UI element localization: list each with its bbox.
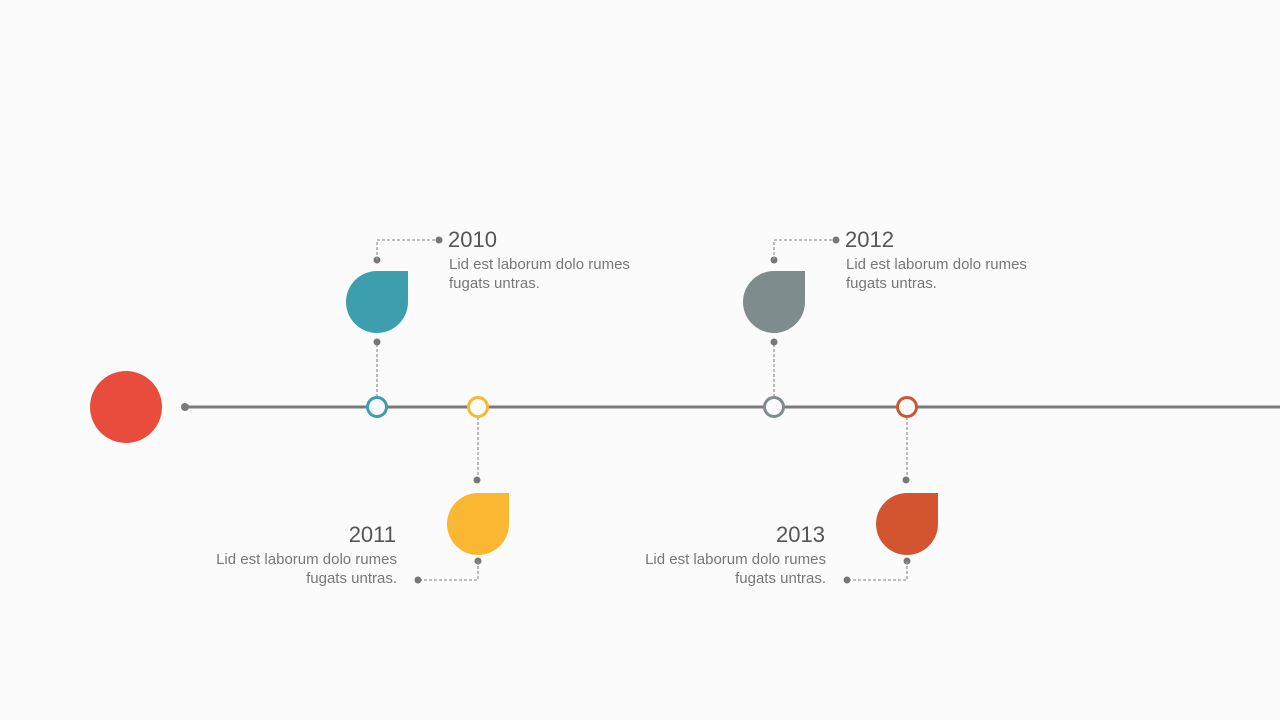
drop-marker bbox=[876, 493, 938, 555]
connector bbox=[847, 561, 908, 581]
connector bbox=[773, 239, 836, 260]
event-description: fugats untras. bbox=[846, 275, 937, 292]
event-description: fugats untras. bbox=[735, 570, 826, 587]
event-year: 2011 bbox=[349, 522, 396, 547]
connector-dot bbox=[373, 338, 381, 346]
timeline-ring bbox=[896, 396, 918, 418]
connector bbox=[376, 239, 439, 260]
event-description: fugats untras. bbox=[306, 570, 397, 587]
connector-dot bbox=[473, 476, 481, 484]
drop-marker bbox=[743, 271, 805, 333]
connector-dot bbox=[414, 576, 422, 584]
drop-marker bbox=[447, 493, 509, 555]
connector-dot bbox=[902, 476, 910, 484]
event-year: 2010 bbox=[448, 227, 497, 252]
event-description: Lid est laborum dolo rumes bbox=[846, 256, 1027, 273]
connector-dot bbox=[770, 338, 778, 346]
axis-start-dot bbox=[181, 403, 189, 411]
connector bbox=[418, 561, 479, 581]
timeline-ring bbox=[467, 396, 489, 418]
start-circle bbox=[90, 371, 162, 443]
timeline-ring bbox=[763, 396, 785, 418]
event-description: fugats untras. bbox=[449, 275, 540, 292]
connector-dot bbox=[832, 236, 840, 244]
event-description: Lid est laborum dolo rumes bbox=[645, 551, 826, 568]
connector-dot bbox=[435, 236, 443, 244]
event-year: 2012 bbox=[845, 227, 894, 252]
event-description: Lid est laborum dolo rumes bbox=[449, 256, 630, 273]
event-description: Lid est laborum dolo rumes bbox=[216, 551, 397, 568]
timeline-ring bbox=[366, 396, 388, 418]
connector-dot bbox=[843, 576, 851, 584]
event-year: 2013 bbox=[776, 522, 825, 547]
drop-marker bbox=[346, 271, 408, 333]
